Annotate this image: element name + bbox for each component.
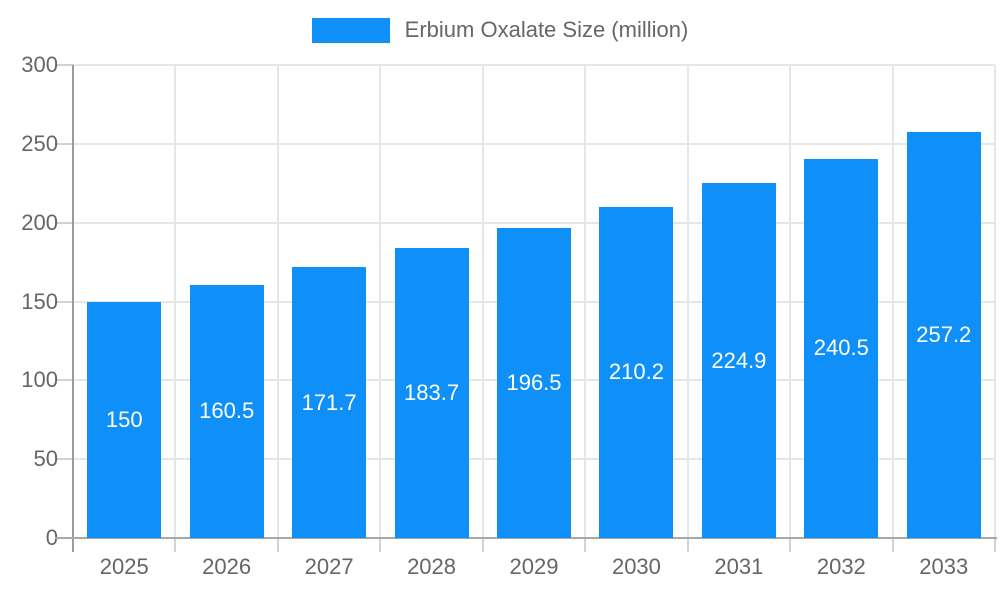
x-axis-tick xyxy=(891,538,894,552)
y-axis-tick-label: 250 xyxy=(21,130,58,156)
x-axis-tick xyxy=(174,538,177,552)
x-axis-tick-label: 2027 xyxy=(304,554,354,579)
x-axis-tick-label: 2025 xyxy=(99,554,149,579)
x-axis-tick-label: 2029 xyxy=(509,554,559,579)
gridline-vertical xyxy=(789,65,792,538)
x-axis-line xyxy=(55,537,997,539)
x-axis-tick xyxy=(379,538,382,552)
legend-swatch xyxy=(311,17,390,43)
y-axis-tick xyxy=(55,379,73,382)
x-axis-tick-label: 2026 xyxy=(202,554,252,579)
y-axis-tick xyxy=(55,221,73,224)
bar-2028 xyxy=(394,248,469,538)
bar-2029 xyxy=(497,228,571,538)
bar-2025 xyxy=(87,301,162,538)
bar-2030 xyxy=(599,206,674,538)
x-axis-tick xyxy=(994,538,996,552)
gridline-vertical xyxy=(276,65,279,538)
bar-2027 xyxy=(292,267,367,538)
legend: Erbium Oxalate Size (million) xyxy=(0,16,1000,44)
bar-2026 xyxy=(189,284,264,538)
y-axis-tick-label: 200 xyxy=(21,209,58,235)
x-axis-tick xyxy=(481,538,484,552)
gridline-vertical xyxy=(686,65,689,538)
y-axis-tick xyxy=(55,300,73,303)
x-axis-tick xyxy=(276,538,279,552)
x-axis-tick-label: 2033 xyxy=(919,554,969,579)
gridline-horizontal xyxy=(73,142,995,145)
gridline-vertical xyxy=(481,65,484,538)
y-axis-tick-label: 50 xyxy=(33,446,58,472)
y-axis-tick-label: 100 xyxy=(21,367,58,393)
x-axis-tick-label: 2028 xyxy=(407,554,457,579)
y-axis-tick xyxy=(55,458,73,461)
gridline-vertical xyxy=(379,65,382,538)
y-axis-tick xyxy=(55,64,73,66)
x-axis-tick xyxy=(789,538,792,552)
gridline-vertical xyxy=(584,65,587,538)
y-axis-line xyxy=(72,65,74,552)
legend-label: Erbium Oxalate Size (million) xyxy=(404,17,689,42)
y-axis-tick-label: 150 xyxy=(21,288,58,314)
x-axis-tick-label: 2031 xyxy=(714,554,764,579)
y-axis-tick-label: 300 xyxy=(21,52,58,77)
bar-2033 xyxy=(906,132,981,538)
gridline-vertical xyxy=(174,65,177,538)
gridline-horizontal xyxy=(73,64,995,66)
gridline-vertical xyxy=(994,65,996,538)
bar-2031 xyxy=(701,183,776,538)
gridline-horizontal xyxy=(73,221,995,224)
x-axis-tick-label: 2030 xyxy=(611,554,661,579)
x-axis-tick xyxy=(584,538,587,552)
x-axis-tick xyxy=(686,538,689,552)
gridline-vertical xyxy=(891,65,894,538)
x-axis-tick-label: 2032 xyxy=(816,554,866,579)
bar-2032 xyxy=(804,158,879,538)
y-axis-tick-label: 0 xyxy=(45,525,58,550)
y-axis-tick xyxy=(55,142,73,145)
